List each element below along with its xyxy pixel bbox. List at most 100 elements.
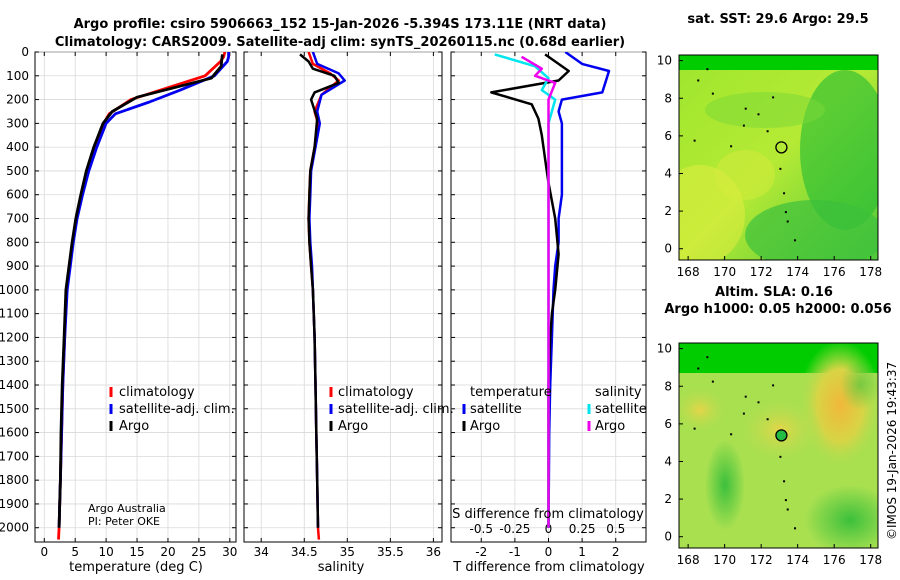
sla-high-west	[679, 385, 730, 435]
x-tick-label: 20	[160, 545, 175, 559]
sst-cool-patch-southeast	[745, 200, 878, 260]
depth-tick-label: 1400	[0, 378, 29, 392]
series-line-argo	[57, 54, 224, 528]
depth-tick-label: 500	[6, 164, 29, 178]
x-tick-label: 25	[191, 545, 206, 559]
island-dot	[757, 113, 760, 116]
depth-tick-label: 600	[6, 188, 29, 202]
credit-line2: PI: Peter OKE	[88, 515, 160, 528]
map-x-tick-label: 168	[677, 265, 700, 279]
map-x-tick-label: 176	[823, 265, 846, 279]
island-dot	[784, 211, 787, 214]
map-x-tick-label: 170	[713, 265, 736, 279]
map-x-tick-label: 170	[713, 553, 736, 567]
sst-cool-band	[705, 92, 825, 128]
sla-map-title-line1: Altim. SLA: 0.16	[715, 285, 833, 300]
legend-label-sat-adj: satellite-adj. clim.	[338, 402, 454, 417]
island-dot	[772, 96, 775, 99]
sla-map-frame	[678, 342, 879, 549]
sla-map-title-line2: Argo h1000: 0.05 h2000: 0.056	[664, 302, 891, 317]
sst-map-title: sat. SST: 29.6 Argo: 29.5	[687, 12, 868, 27]
depth-tick-label: 1100	[0, 307, 29, 321]
island-dot	[779, 167, 782, 170]
depth-tick-labels: 0 100 200 300 400 500 600 700 800 900 1000 1100 1200…	[0, 45, 29, 535]
map-y-tick-label: 2	[664, 204, 672, 218]
depth-tick-label: 1700	[0, 449, 29, 463]
island-dot	[742, 412, 745, 415]
series-line-argo	[299, 53, 340, 528]
island-dot	[766, 418, 769, 421]
x-tick-label: 1	[578, 545, 586, 559]
island-dot	[786, 220, 789, 223]
map-x-tick-label: 176	[823, 553, 846, 567]
temp-legend: climatology satellite-adj. clim. Argo	[109, 385, 235, 434]
map-y-tick-label: 8	[664, 91, 672, 105]
x-tick-label: 0	[545, 545, 553, 559]
map-y-tick-label: 4	[664, 166, 672, 180]
island-dot	[783, 480, 786, 483]
depth-tick-label: 1500	[0, 402, 29, 416]
map-y-tick-label: 0	[664, 242, 672, 256]
argo-float-marker	[775, 429, 788, 442]
map-x-tick-label: 172	[750, 265, 773, 279]
sla-low-southeast	[805, 485, 878, 548]
depth-tick-label: 2000	[0, 521, 29, 535]
island-dot	[786, 508, 789, 511]
depth-tick-label: 900	[6, 259, 29, 273]
island-dot	[783, 192, 786, 195]
legend-label-argo: Argo	[119, 419, 149, 434]
map-y-tick-label: 6	[664, 417, 672, 431]
s-diff-tick-label: 0	[545, 522, 553, 536]
legend-title-salinity: salinity	[595, 385, 642, 400]
legend-label-s-satellite: satellite	[595, 402, 647, 417]
x-tick-label: -2	[475, 545, 487, 559]
x-tick-label: 30	[222, 545, 237, 559]
map-x-tick-label: 178	[859, 265, 882, 279]
argo-float-marker	[775, 141, 788, 154]
depth-tick-label: 1200	[0, 330, 29, 344]
sst-map	[679, 55, 878, 260]
sal-legend: climatology satellite-adj. clim. Argo	[329, 385, 454, 434]
legend-label-climatology: climatology	[119, 385, 195, 400]
island-dot	[730, 145, 733, 148]
s-diff-tick-label: -0.5	[470, 522, 493, 536]
island-dot	[794, 239, 797, 242]
temp-xlabel: temperature (deg C)	[69, 560, 203, 575]
depth-tick-label: 1800	[0, 473, 29, 487]
s-diff-tick-label: 0.25	[569, 522, 596, 536]
x-tick-label: -1	[509, 545, 521, 559]
island-dot	[711, 92, 714, 95]
island-dot	[706, 356, 709, 359]
x-tick-label: 5	[71, 545, 79, 559]
credit-line1: Argo Australia	[88, 502, 166, 515]
x-tick-label: 34	[254, 545, 269, 559]
sla-map	[679, 343, 878, 548]
island-dot	[784, 499, 787, 502]
depth-tick-label: 800	[6, 235, 29, 249]
map-x-tick-label: 178	[859, 553, 882, 567]
legend-label-sat-adj: satellite-adj. clim.	[119, 402, 235, 417]
depth-tick-label: 300	[6, 116, 29, 130]
island-dot	[730, 433, 733, 436]
x-tick-label: 35	[340, 545, 355, 559]
diff-top-label: S difference from climatology	[452, 507, 644, 522]
legend-label-s-argo: Argo	[595, 419, 625, 434]
s-diff-tick-label: -0.25	[499, 522, 530, 536]
x-tick-label: 2	[612, 545, 620, 559]
depth-tick-label: 700	[6, 212, 29, 226]
temperature-profile-lines	[57, 52, 231, 540]
map-y-tick-label: 4	[664, 454, 672, 468]
island-dot	[711, 380, 714, 383]
sla-low-west	[705, 440, 745, 530]
main-title-line2: Climatology: CARS2009. Satellite-adj cli…	[55, 35, 625, 50]
map-y-tick-label: 8	[664, 379, 672, 393]
legend-label-t-argo: Argo	[470, 419, 500, 434]
imos-watermark: ©IMOS 19-Jan-2026 19:43:37	[885, 362, 899, 540]
x-tick-label: 0	[40, 545, 48, 559]
sal-xlabel: salinity	[318, 560, 365, 575]
series-line-temperature-satellite	[547, 52, 611, 528]
sla-islands	[693, 356, 797, 530]
legend-label-climatology: climatology	[338, 385, 414, 400]
depth-tick-label: 1000	[0, 283, 29, 297]
